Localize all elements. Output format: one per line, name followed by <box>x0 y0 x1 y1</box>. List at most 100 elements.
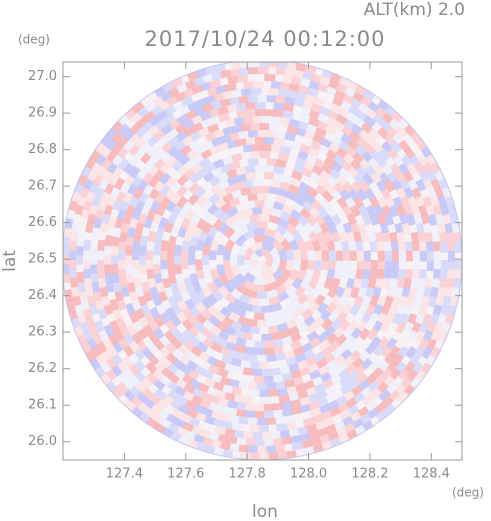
echo-cell <box>266 95 278 103</box>
echo-cell <box>166 294 178 307</box>
echo-cell <box>250 431 262 440</box>
echo-cell <box>225 435 238 445</box>
echo-cell <box>273 109 285 118</box>
echo-cell <box>209 175 222 187</box>
echo-cell <box>125 272 134 284</box>
echo-cell <box>292 202 305 214</box>
echo-cell <box>274 315 287 326</box>
echo-cell <box>323 277 334 290</box>
echo-cell <box>234 344 247 354</box>
echo-cell <box>420 295 430 309</box>
echo-cell <box>426 250 435 262</box>
echo-cell <box>147 276 157 289</box>
echo-cell <box>394 286 404 299</box>
echo-cell <box>413 213 424 226</box>
echo-cell <box>211 71 224 81</box>
echo-cell <box>243 247 255 260</box>
echo-cell <box>143 311 155 324</box>
echo-cell <box>335 260 343 271</box>
echo-cell <box>365 204 377 218</box>
echo-cell <box>277 291 290 303</box>
echo-cell <box>241 430 253 439</box>
echo-cell <box>275 95 288 104</box>
echo-cell <box>406 162 418 176</box>
echo-cell <box>432 269 441 281</box>
echo-cell <box>258 389 270 397</box>
echo-cell <box>244 403 256 411</box>
echo-cell <box>271 409 284 418</box>
echo-cell <box>383 241 392 253</box>
y-tick-label: 27.0 <box>28 69 57 84</box>
echo-cell <box>300 107 313 117</box>
echo-cell <box>207 281 219 294</box>
echo-cell <box>229 96 242 106</box>
echo-cell <box>125 302 136 316</box>
echo-cell <box>206 86 220 97</box>
echo-cell <box>241 207 254 218</box>
echo-cell <box>266 289 279 299</box>
echo-cell <box>139 235 149 247</box>
echo-cell <box>279 117 292 126</box>
echo-cell <box>285 356 298 366</box>
echo-cell <box>189 293 202 306</box>
echo-cell <box>345 196 357 210</box>
echo-cell <box>133 276 142 289</box>
echo-cell <box>439 232 448 244</box>
echo-cell <box>200 118 213 129</box>
echo-cell <box>262 115 273 124</box>
echo-cell <box>256 354 267 362</box>
echo-cell <box>384 250 393 262</box>
echo-cell <box>255 417 267 425</box>
echo-cell <box>213 310 226 323</box>
echo-cell <box>377 250 386 262</box>
echo-cell <box>260 431 272 440</box>
echo-cell <box>236 102 248 111</box>
echo-cell <box>309 369 322 381</box>
echo-cell <box>288 269 300 282</box>
echo-cell <box>295 127 308 138</box>
echo-cell <box>252 284 265 293</box>
echo-cell <box>308 337 322 349</box>
echo-cell <box>212 289 224 302</box>
echo-cell <box>285 385 298 395</box>
echo-cell <box>246 318 258 327</box>
echo-cell <box>341 204 354 218</box>
echo-cell <box>222 90 235 100</box>
echo-cell <box>258 361 270 369</box>
echo-cell <box>445 278 455 290</box>
echo-cell <box>245 289 258 299</box>
echo-cell <box>229 131 241 141</box>
echo-cell <box>197 277 208 290</box>
echo-cell <box>169 281 180 294</box>
echo-cell <box>321 260 329 271</box>
echo-cell <box>230 219 243 232</box>
echo-cell <box>294 285 307 298</box>
echo-cell <box>367 277 377 290</box>
echo-cell <box>363 260 372 271</box>
echo-cell <box>161 277 171 289</box>
echo-cell <box>226 175 239 186</box>
echo-cell <box>338 167 351 180</box>
echo-cell <box>420 213 431 226</box>
echo-cell <box>217 171 230 183</box>
echo-cell <box>264 417 277 425</box>
echo-cell <box>314 127 327 138</box>
echo-cell <box>239 215 252 227</box>
echo-cell <box>411 241 420 253</box>
echo-cell <box>131 258 140 270</box>
echo-cell <box>153 272 163 284</box>
echo-cell <box>356 188 368 202</box>
echo-cell <box>247 95 260 103</box>
echo-cell <box>401 222 411 235</box>
echo-cell <box>229 68 242 77</box>
echo-cell <box>438 278 448 290</box>
echo-cell <box>417 278 426 290</box>
echo-cell <box>188 244 197 256</box>
echo-cell <box>419 241 427 253</box>
echo-cell <box>225 302 239 314</box>
echo-cell <box>306 214 318 227</box>
echo-cell <box>167 263 175 275</box>
echo-cell <box>297 150 310 161</box>
echo-cell <box>264 74 276 82</box>
echo-cell <box>339 375 352 388</box>
